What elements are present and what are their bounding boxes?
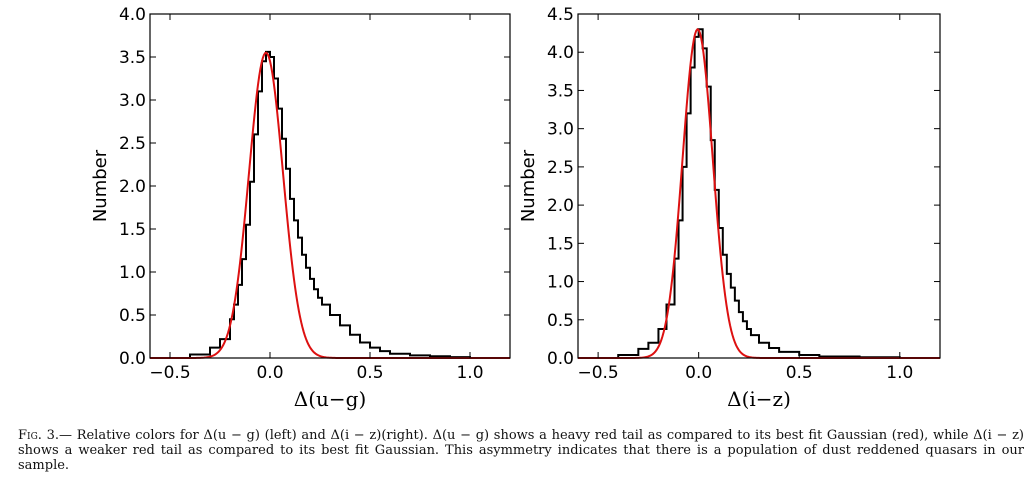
right-ytick-label: 1.5 (547, 234, 574, 254)
right-xtick-label: 0.5 (786, 363, 813, 383)
right-ytick-label: 0.0 (547, 349, 574, 369)
right-plot-frame (577, 13, 941, 359)
left-y-axis-label: Number (90, 149, 111, 222)
right-xtick-label: 0.0 (685, 363, 712, 383)
left-xtick-label: 0.0 (256, 363, 283, 383)
left-ytick-label: 0.0 (119, 349, 146, 369)
caption-text: Relative colors for Δ(u − g) (left) and … (18, 428, 1024, 473)
left-ytick-label: 1.5 (119, 220, 146, 240)
left-ytick-label: 3.0 (119, 91, 146, 111)
right-ytick-label: 1.0 (547, 273, 574, 293)
left-x-axis-label: Δ(u−g) (294, 387, 367, 411)
right-ytick-label: 0.5 (547, 311, 574, 331)
right-ytick-label: 4.5 (547, 5, 574, 25)
left-ytick-label: 3.5 (119, 48, 146, 68)
right-xtick-label: −0.5 (577, 363, 618, 383)
left-xtick-label: 1.0 (456, 363, 483, 383)
figure-caption: Fig. 3.— Relative colors for Δ(u − g) (l… (18, 428, 1024, 473)
right-gaussian-fit-curve (578, 28, 940, 359)
right-histogram-steps (578, 28, 940, 359)
left-ytick-label: 2.5 (119, 134, 146, 154)
left-xtick-label: −0.5 (149, 363, 190, 383)
left-ytick-label: 2.0 (119, 177, 146, 197)
right-ytick-label: 2.5 (547, 158, 574, 178)
left-ytick-label: 1.0 (119, 263, 146, 283)
right-y-axis-label: Number (518, 149, 539, 222)
caption-label: Fig. 3.— (18, 428, 72, 443)
right-ytick-label: 2.0 (547, 196, 574, 216)
left-ytick-label: 0.5 (119, 306, 146, 326)
figure: −0.5 0.0 0.5 1.00.00.51.01.52.02.53.03.54.0… (90, 5, 941, 411)
left-histogram-panel: −0.5 0.0 0.5 1.00.00.51.01.52.02.53.03.54.0… (90, 5, 511, 411)
right-x-axis-label: Δ(i−z) (727, 387, 791, 411)
left-histogram-steps (150, 50, 510, 359)
right-ytick-label: 4.0 (547, 43, 574, 63)
right-histogram-panel: −0.5 0.0 0.5 1.00.00.51.01.52.02.53.03.54.0… (518, 5, 941, 411)
left-xtick-label: 0.5 (356, 363, 383, 383)
right-xtick-label: 1.0 (886, 363, 913, 383)
right-ytick-label: 3.5 (547, 81, 574, 101)
right-ytick-label: 3.0 (547, 120, 574, 140)
left-ytick-label: 4.0 (119, 5, 146, 25)
